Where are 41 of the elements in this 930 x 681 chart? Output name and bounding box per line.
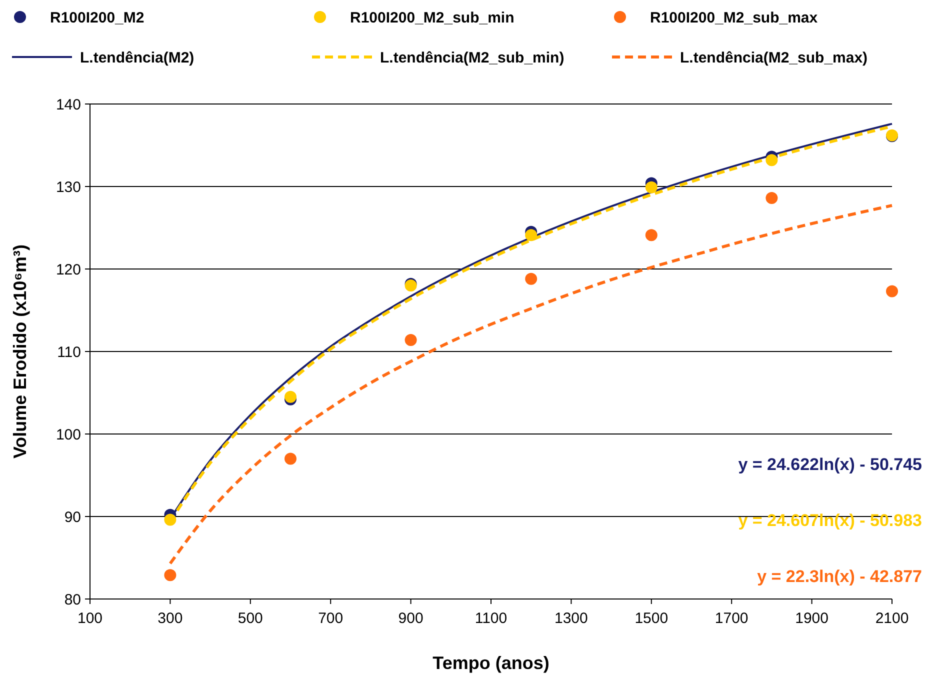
y-axis-title: Volume Erodido (x10⁶m³): [10, 244, 30, 458]
x-tick-label: 700: [318, 610, 344, 627]
x-tick-label: 100: [77, 610, 103, 627]
point: [164, 514, 176, 526]
x-tick-label: 900: [398, 610, 424, 627]
point: [525, 229, 538, 242]
y-tick-label: 100: [56, 426, 81, 444]
y-tick-label: 90: [64, 508, 81, 526]
y-tick-label: 80: [64, 591, 81, 608]
x-tick-label: 1900: [795, 610, 828, 627]
x-tick-label: 2100: [875, 610, 909, 627]
point: [766, 154, 778, 166]
legend-label: L.tendência(M2_sub_max): [680, 49, 868, 66]
point: [164, 569, 176, 582]
point: [284, 452, 296, 465]
point: [645, 229, 658, 242]
annotation: y = 24.607ln(x) - 50.983: [738, 511, 922, 530]
point: [404, 334, 417, 346]
point: [886, 285, 898, 298]
point: [525, 272, 538, 285]
legend-label: L.tendência(M2): [80, 49, 194, 66]
x-tick-label: 1500: [634, 610, 668, 627]
legend-label: R100I200_M2_sub_max: [650, 9, 818, 26]
point: [766, 192, 778, 204]
x-tick-label: 1700: [714, 610, 748, 627]
legend-label: L.tendência(M2_sub_min): [380, 49, 564, 66]
y-tick-label: 120: [56, 261, 81, 278]
x-tick-label: 1100: [474, 610, 508, 627]
annotation: y = 24.622ln(x) - 50.745: [738, 455, 922, 474]
y-tick-label: 130: [56, 178, 81, 196]
annotation: y = 22.3ln(x) - 42.877: [757, 567, 922, 586]
x-tick-label: 1300: [554, 610, 588, 627]
y-tick-label: 110: [57, 344, 81, 361]
point: [645, 181, 658, 194]
x-tick-label: 500: [238, 610, 263, 627]
y-tick-label: 140: [56, 96, 81, 114]
x-tick-label: 300: [158, 610, 183, 627]
x-axis-title: Tempo (anos): [432, 653, 550, 673]
legend-label: R100I200_M2_sub_min: [350, 9, 514, 26]
point: [284, 390, 296, 403]
legend-label: R100I200_M2: [50, 9, 144, 26]
